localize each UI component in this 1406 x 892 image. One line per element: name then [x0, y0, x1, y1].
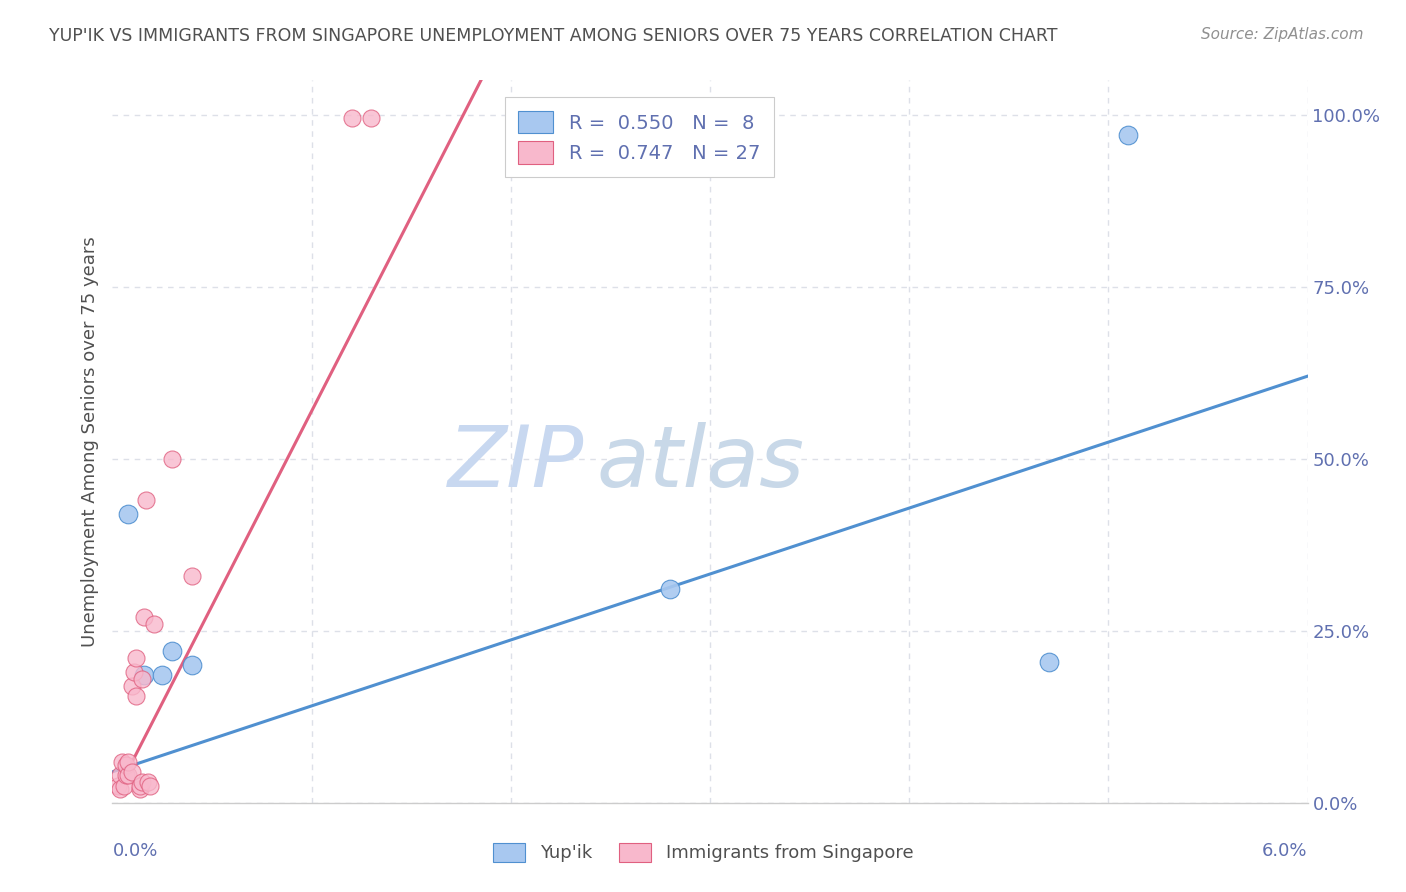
Point	[340, 111, 363, 125]
Point	[114, 779, 135, 793]
Point	[121, 764, 143, 779]
Text: YUP'IK VS IMMIGRANTS FROM SINGAPORE UNEMPLOYMENT AMONG SENIORS OVER 75 YEARS COR: YUP'IK VS IMMIGRANTS FROM SINGAPORE UNEM…	[49, 27, 1057, 45]
Point	[134, 610, 156, 624]
Point	[115, 768, 138, 782]
Text: Source: ZipAtlas.com: Source: ZipAtlas.com	[1201, 27, 1364, 42]
Point	[110, 782, 132, 797]
Point	[121, 679, 143, 693]
Text: 0.0%: 0.0%	[112, 842, 157, 860]
Point	[659, 582, 682, 597]
Legend: R =  0.550   N =  8, R =  0.747   N = 27: R = 0.550 N = 8, R = 0.747 N = 27	[505, 97, 773, 178]
Point	[115, 758, 138, 772]
Point	[129, 779, 152, 793]
Point	[181, 658, 204, 673]
Point	[150, 668, 173, 682]
Point	[111, 755, 134, 769]
Point	[129, 782, 152, 797]
Text: 6.0%: 6.0%	[1263, 842, 1308, 860]
Point	[125, 689, 148, 703]
Point	[117, 768, 139, 782]
Point	[131, 775, 153, 789]
Point	[110, 768, 132, 782]
Point	[162, 451, 183, 466]
Point	[360, 111, 382, 125]
Point	[135, 493, 157, 508]
Point	[181, 568, 204, 582]
Point	[1118, 128, 1140, 143]
Text: ZIP: ZIP	[449, 422, 585, 505]
Y-axis label: Unemployment Among Seniors over 75 years: Unemployment Among Seniors over 75 years	[80, 236, 98, 647]
Legend: Yup'ik, Immigrants from Singapore: Yup'ik, Immigrants from Singapore	[485, 836, 921, 870]
Point	[143, 616, 166, 631]
Point	[125, 651, 148, 665]
Point	[1038, 655, 1060, 669]
Point	[117, 755, 139, 769]
Point	[139, 779, 162, 793]
Point	[131, 672, 153, 686]
Point	[124, 665, 146, 679]
Point	[117, 507, 139, 521]
Text: atlas: atlas	[596, 422, 804, 505]
Point	[134, 668, 156, 682]
Point	[162, 644, 183, 658]
Point	[138, 775, 160, 789]
Point	[107, 779, 129, 793]
